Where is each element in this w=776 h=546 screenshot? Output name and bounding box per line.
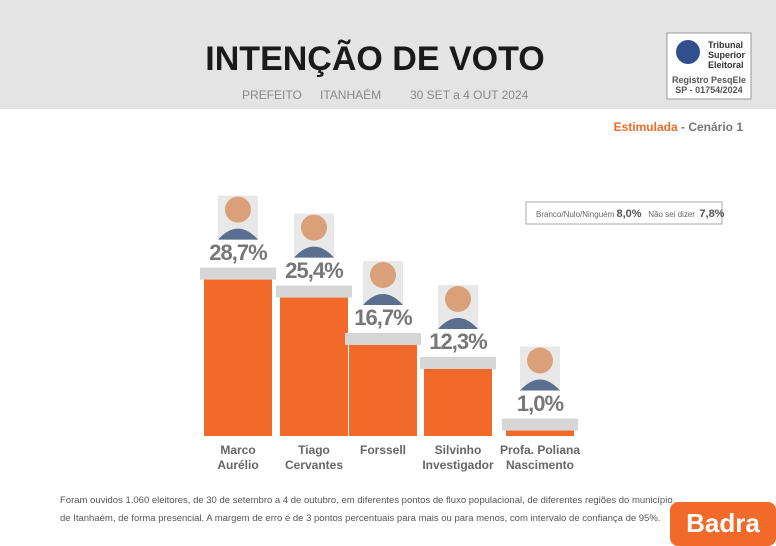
candidate-face	[225, 196, 251, 223]
registry-line: Superior	[708, 50, 746, 60]
subtitle: 30 SET a 4 OUT 2024	[410, 88, 529, 102]
candidate-face	[370, 261, 396, 288]
others-value: 7,8%	[699, 208, 725, 220]
header-band	[0, 0, 776, 109]
value-label: 16,7%	[354, 304, 412, 330]
brand: Badra	[686, 508, 760, 538]
candidate-shirt	[438, 317, 478, 329]
scenario: Estimulada - Cenário 1	[614, 120, 743, 134]
registry-label: Registro PesqEle	[671, 75, 747, 85]
bar	[424, 368, 492, 436]
value-label: 12,3%	[429, 328, 487, 354]
registry-line: Eleitoral	[708, 60, 744, 70]
others-box	[525, 201, 723, 225]
bar	[204, 279, 272, 436]
title: INTENÇÃO DE VOTO	[205, 40, 545, 78]
others-label: Branco/Nulo/Ninguém	[536, 210, 615, 219]
value-label: 25,4%	[285, 257, 343, 283]
footnote-line: Foram ouvidos 1.060 eleitores, de 30 de …	[60, 495, 673, 506]
value-label: 28,7%	[209, 239, 267, 265]
others: Branco/Nulo/Ninguém 8,0% Não sei dizer 7…	[536, 208, 724, 220]
candidate-face	[301, 214, 327, 241]
others-label: Não sei dizer	[648, 210, 695, 219]
bar	[280, 297, 348, 436]
candidate-shirt	[363, 293, 403, 305]
candidate-face	[445, 285, 471, 312]
bar-cap	[345, 332, 421, 345]
registry-number: SP - 01754/2024	[675, 85, 743, 95]
brand-logo	[670, 502, 776, 546]
registry-id: Registro PesqEle SP - 01754/2024	[667, 75, 751, 95]
x-tick-label: Forssell	[359, 443, 407, 457]
footnote-line: de Itanhaém, de forma presencial. A marg…	[60, 513, 661, 524]
subtitle: PREFEITO	[242, 88, 302, 102]
footnote: Foram ouvidos 1.060 eleitores, de 30 de …	[60, 492, 673, 528]
bar-cap	[276, 285, 352, 298]
bar-cap	[502, 418, 578, 431]
x-tick-label: Tiago Cervantes	[284, 443, 344, 472]
candidate-shirt	[294, 246, 334, 258]
x-tick-label: Marco Aurélio	[217, 443, 259, 472]
registry-line: Tribunal	[708, 40, 744, 50]
bar-cap	[200, 267, 276, 280]
candidate-face	[527, 347, 553, 374]
candidate-shirt	[520, 379, 560, 391]
candidate-shirt	[218, 228, 258, 240]
tse-seal	[676, 40, 700, 64]
bar	[506, 430, 574, 436]
others-value: 8,0%	[616, 208, 642, 220]
value-label: 1,0%	[516, 390, 564, 416]
subtitle: ITANHAÉM	[320, 88, 382, 102]
x-tick-label: Profa. Poliana Nascimento	[499, 443, 581, 472]
registry-org: Tribunal Superior Eleitoral	[708, 40, 745, 70]
bar	[349, 344, 417, 436]
scenario-name: - Cenário 1	[680, 120, 743, 134]
bar-cap	[420, 356, 496, 369]
x-tick-label: Silvinho Investigador	[422, 443, 494, 472]
scenario-type: Estimulada	[613, 120, 678, 134]
